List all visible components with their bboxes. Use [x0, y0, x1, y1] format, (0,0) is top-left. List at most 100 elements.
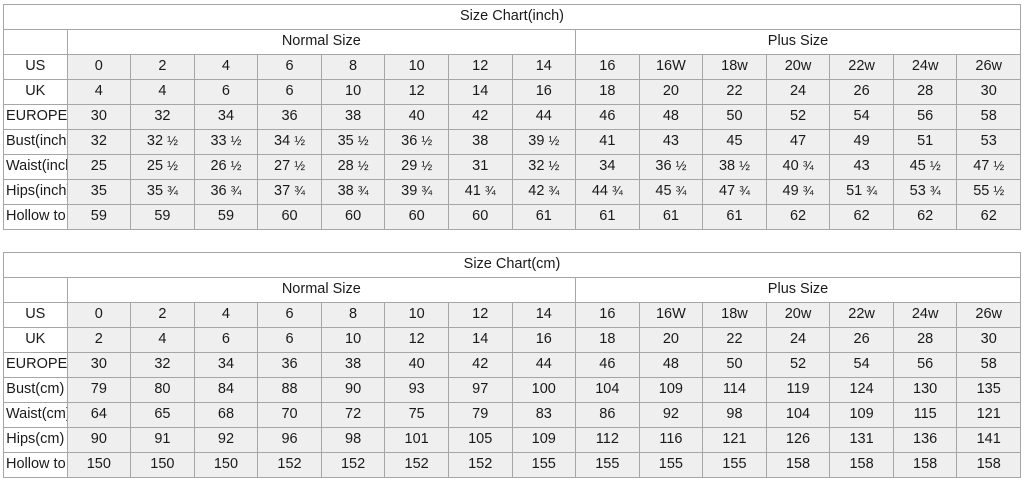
table-cell: 126	[765, 427, 831, 453]
table-cell: 14	[511, 302, 577, 328]
table-cell: 100	[511, 377, 577, 403]
table-cell: 54	[829, 352, 894, 378]
group-header-normal-size: Normal Size	[66, 277, 577, 303]
table-cell: 38	[320, 352, 386, 378]
table-cell: 86	[575, 402, 640, 428]
table-cell: 90	[66, 427, 132, 453]
table-cell: 25	[66, 154, 132, 180]
table-cell: 152	[447, 452, 513, 478]
group-header-corner	[3, 277, 68, 303]
table-cell: 37 ¾	[257, 179, 322, 205]
table-cell: 30	[956, 327, 1021, 353]
table-title: Size Chart(inch)	[3, 4, 1021, 30]
table-row: Bust(cm) 79 80 84 88 90 93 97 100 104 109 114 119 124…	[3, 377, 1021, 403]
table-cell: 2	[130, 54, 195, 80]
table-row: UK 2 4 6 6 10 12 14 16 18 20 22 24 26 28 30	[3, 327, 1021, 353]
table-cell: 43	[638, 129, 704, 155]
table-cell: 40 ¾	[765, 154, 831, 180]
table-cell: 152	[320, 452, 386, 478]
table-cell: 59	[130, 204, 195, 230]
table-cell: 158	[829, 452, 894, 478]
table-cell: 10	[320, 327, 386, 353]
table-cell: 45 ¾	[638, 179, 704, 205]
table-cell: 36	[257, 352, 322, 378]
table-cell: 4	[193, 54, 259, 80]
table-cell: 101	[384, 427, 449, 453]
table-cell: 105	[447, 427, 513, 453]
table-gap-divider	[3, 230, 1021, 252]
table-cell: 4	[130, 79, 195, 105]
table-cell: 59	[66, 204, 132, 230]
table-cell: 97	[447, 377, 513, 403]
table-row: UK 4 4 6 6 10 12 14 16 18 20 22 24 26 28 30	[3, 79, 1021, 105]
table-cell: 49	[829, 129, 894, 155]
table-cell: 25 ½	[130, 154, 195, 180]
table-cell: 16	[511, 79, 577, 105]
row-label: UK	[3, 327, 68, 353]
table-cell: 34 ½	[257, 129, 322, 155]
table-cell: 70	[257, 402, 322, 428]
table-cell: 14	[447, 327, 513, 353]
table-cell: 26w	[956, 302, 1021, 328]
table-cell: 8	[320, 302, 386, 328]
table-cell: 104	[765, 402, 831, 428]
table-cell: 26	[829, 79, 894, 105]
table-cell: 58	[956, 104, 1021, 130]
table-cell: 109	[511, 427, 577, 453]
table-cell: 92	[193, 427, 259, 453]
table-cell: 12	[384, 79, 449, 105]
table-cell: 22w	[829, 54, 894, 80]
table-cell: 36	[257, 104, 322, 130]
table-cell: 84	[193, 377, 259, 403]
row-label: Waist(cm)	[3, 402, 68, 428]
table-cell: 16W	[638, 302, 704, 328]
table-cell: 16W	[638, 54, 704, 80]
row-label: EUROPE	[3, 104, 68, 130]
table-cell: 56	[892, 352, 958, 378]
table-cell: 42	[447, 352, 513, 378]
table-row: Bust(inch) 32 32 ½ 33 ½ 34 ½ 35 ½ 36 ½ 38 39 ½ 41…	[3, 129, 1021, 155]
table-cell: 131	[829, 427, 894, 453]
table-cell: 61	[638, 204, 704, 230]
table-row: US 0 2 4 6 8 10 12 14 16 16W 18w 20w 22w 24w 26w	[3, 54, 1021, 80]
table-cell: 62	[829, 204, 894, 230]
table-cell: 10	[384, 302, 449, 328]
table-cell: 79	[447, 402, 513, 428]
row-label: Bust(inch)	[3, 129, 68, 155]
row-label: US	[3, 302, 68, 328]
table-row: US 0 2 4 6 8 10 12 14 16 16W 18w 20w 22w 24w 26w	[3, 302, 1021, 328]
table-cell: 155	[575, 452, 640, 478]
table-cell: 53 ¾	[892, 179, 958, 205]
table-cell: 62	[892, 204, 958, 230]
group-header-corner	[3, 29, 68, 55]
table-cell: 16	[575, 54, 640, 80]
table-cell: 14	[447, 79, 513, 105]
size-chart-page: Size Chart(inch) Normal Size Plus Size US 0 2…	[3, 4, 1021, 478]
size-chart-cm-block: Size Chart(cm) Normal Size Plus Size US 0 2 4 6…	[3, 252, 1021, 478]
table-cell: 61	[575, 204, 640, 230]
table-cell: 28	[892, 327, 958, 353]
table-cell: 30	[956, 79, 1021, 105]
size-chart-cm-table: Size Chart(cm) Normal Size Plus Size US 0 2 4 6…	[3, 252, 1021, 478]
table-cell: 18w	[702, 54, 767, 80]
table-cell: 24	[765, 79, 831, 105]
table-cell: 44	[511, 352, 577, 378]
table-cell: 36 ¾	[193, 179, 259, 205]
table-cell: 44	[511, 104, 577, 130]
table-row: Hips(cm) 90 91 92 96 98 101 105 109 112 116 121 126 1…	[3, 427, 1021, 453]
table-cell: 109	[829, 402, 894, 428]
table-cell: 48	[638, 104, 704, 130]
table-cell: 28 ½	[320, 154, 386, 180]
table-cell: 2	[130, 302, 195, 328]
table-cell: 12	[447, 54, 513, 80]
table-cell: 24w	[892, 302, 958, 328]
table-cell: 20w	[765, 302, 831, 328]
table-cell: 60	[320, 204, 386, 230]
table-cell: 6	[257, 79, 322, 105]
table-cell: 20w	[765, 54, 831, 80]
table-cell: 96	[257, 427, 322, 453]
table-cell: 104	[575, 377, 640, 403]
table-cell: 115	[892, 402, 958, 428]
table-cell: 42	[447, 104, 513, 130]
table-cell: 83	[511, 402, 577, 428]
